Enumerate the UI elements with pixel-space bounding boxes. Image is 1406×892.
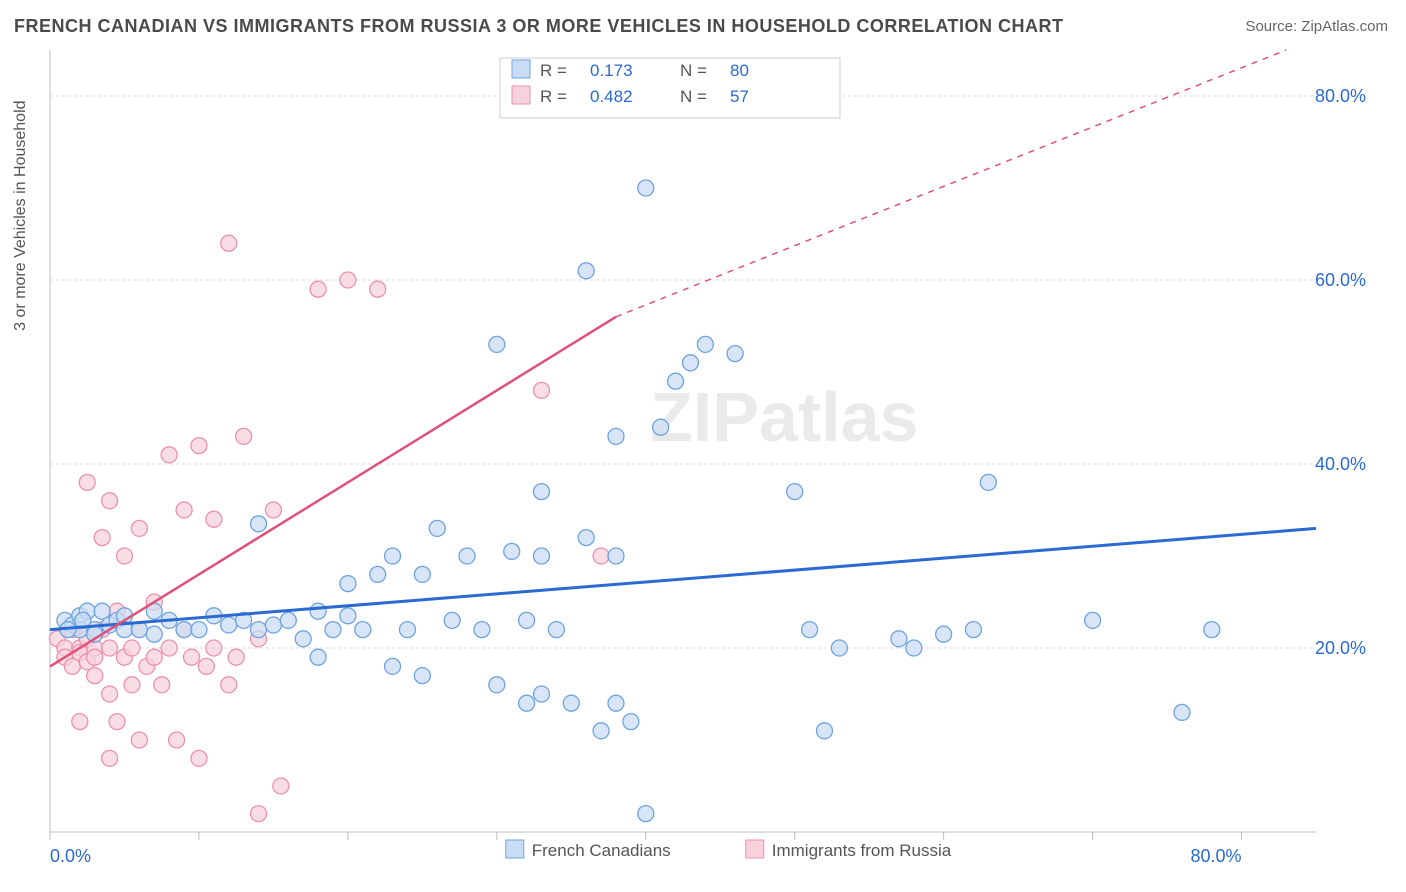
svg-text:0.0%: 0.0%	[50, 846, 91, 866]
chart-svg: 0.0%80.0%20.0%40.0%60.0%80.0%ZIPatlasR =…	[50, 50, 1316, 832]
svg-text:80.0%: 80.0%	[1190, 846, 1241, 866]
svg-text:R =: R =	[540, 61, 567, 80]
svg-text:French Canadians: French Canadians	[532, 841, 671, 860]
svg-text:ZIPatlas: ZIPatlas	[650, 378, 918, 456]
svg-text:N =: N =	[680, 61, 707, 80]
chart-plot: 0.0%80.0%20.0%40.0%60.0%80.0%ZIPatlasR =…	[50, 50, 1316, 832]
y-axis-label: 3 or more Vehicles in Household	[12, 100, 30, 330]
svg-text:80.0%: 80.0%	[1315, 86, 1366, 106]
svg-text:N =: N =	[680, 87, 707, 106]
svg-text:20.0%: 20.0%	[1315, 638, 1366, 658]
svg-text:57: 57	[730, 87, 749, 106]
svg-text:80: 80	[730, 61, 749, 80]
source-label: Source: ZipAtlas.com	[1245, 18, 1388, 35]
chart-title: FRENCH CANADIAN VS IMMIGRANTS FROM RUSSI…	[14, 16, 1064, 37]
svg-text:0.482: 0.482	[590, 87, 633, 106]
svg-text:60.0%: 60.0%	[1315, 270, 1366, 290]
svg-text:40.0%: 40.0%	[1315, 454, 1366, 474]
svg-text:R =: R =	[540, 87, 567, 106]
svg-text:Immigrants from Russia: Immigrants from Russia	[772, 841, 952, 860]
svg-text:0.173: 0.173	[590, 61, 633, 80]
